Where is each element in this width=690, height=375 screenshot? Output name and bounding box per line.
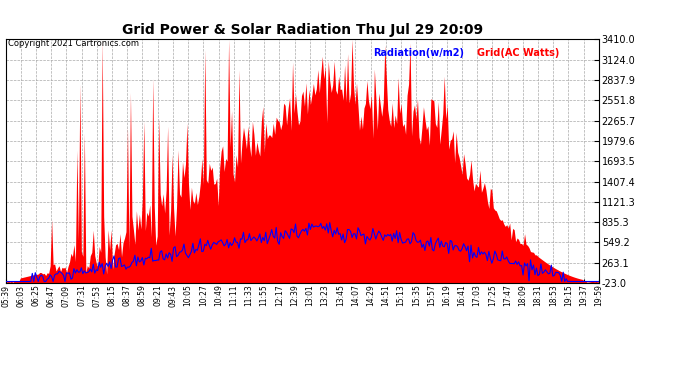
Title: Grid Power & Solar Radiation Thu Jul 29 20:09: Grid Power & Solar Radiation Thu Jul 29 … bbox=[121, 23, 483, 37]
Text: Copyright 2021 Cartronics.com: Copyright 2021 Cartronics.com bbox=[8, 39, 139, 48]
Text: Grid(AC Watts): Grid(AC Watts) bbox=[477, 48, 560, 58]
Text: Radiation(w/m2): Radiation(w/m2) bbox=[373, 48, 464, 58]
